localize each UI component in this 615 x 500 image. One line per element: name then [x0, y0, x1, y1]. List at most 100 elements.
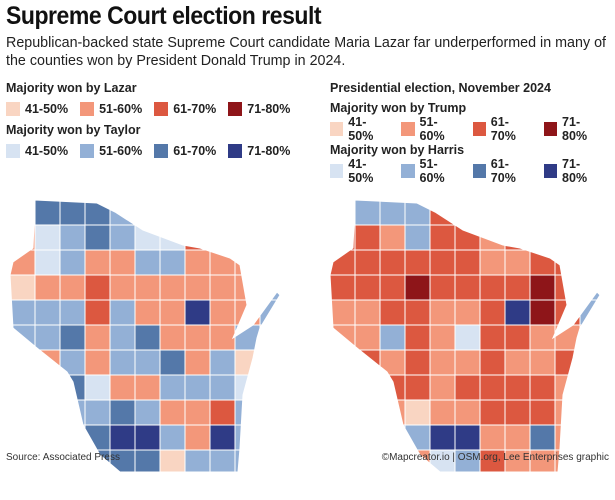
county: [529, 200, 556, 226]
county: [259, 200, 280, 226]
county: [159, 349, 186, 376]
county: [404, 324, 431, 351]
county: [209, 249, 236, 276]
county: [184, 374, 211, 401]
county: [84, 374, 111, 401]
county: [209, 399, 236, 426]
county: [429, 274, 456, 301]
legend-swatch: [472, 164, 486, 178]
legend-heading: Majority won by Lazar: [6, 81, 137, 95]
county: [184, 274, 211, 301]
county: [554, 349, 581, 376]
subtitle: Republican-backed state Supreme Court ca…: [6, 35, 606, 69]
county: [109, 224, 136, 251]
legend-swatch: [154, 144, 169, 158]
county: [159, 449, 186, 472]
county: [529, 374, 556, 401]
county: [429, 249, 456, 276]
credit-note: ©Mapcreator.io | OSM.org, Lee Enterprise…: [381, 452, 609, 463]
source-note: Source: Associated Press: [6, 452, 120, 463]
county: [429, 324, 456, 351]
county: [429, 224, 456, 251]
county: [529, 349, 556, 376]
county: [234, 274, 261, 301]
county: [379, 424, 406, 451]
legend-row: 41-50% 51-60% 61-70% 71-80%: [330, 157, 615, 185]
county: [34, 324, 61, 351]
county: [579, 374, 600, 401]
county: [529, 274, 556, 301]
county: [404, 249, 431, 276]
county: [59, 200, 86, 226]
county: [134, 399, 161, 426]
legend-label: 61-70%: [173, 102, 217, 116]
county: [579, 324, 600, 351]
county: [479, 374, 506, 401]
county: [554, 274, 581, 301]
county: [184, 349, 211, 376]
legend-swatch: [472, 122, 486, 136]
county: [134, 299, 161, 326]
county: [605, 250, 610, 275]
legend-swatch: [80, 102, 95, 116]
county: [209, 274, 236, 301]
state-outline: [9, 199, 281, 473]
county: [134, 424, 161, 451]
county: [134, 324, 161, 351]
county: [529, 299, 556, 326]
county: [84, 399, 111, 426]
county: [554, 224, 581, 251]
county: [59, 249, 86, 276]
county: [429, 349, 456, 376]
county: [529, 224, 556, 251]
legend-swatch: [6, 102, 20, 116]
county: [330, 349, 356, 376]
county: [159, 274, 186, 301]
county: [34, 399, 61, 426]
county: [404, 424, 431, 451]
legend-row: 41-50% 51-60% 61-70% 71-80%: [6, 98, 302, 120]
county: [209, 200, 236, 226]
county: [554, 399, 581, 426]
county: [579, 399, 600, 426]
county: [354, 224, 381, 251]
county: [34, 249, 61, 276]
county: [404, 374, 431, 401]
county: [259, 349, 280, 376]
legend-swatch: [330, 164, 344, 178]
county: [454, 274, 481, 301]
legend-label: 71-80%: [562, 115, 588, 143]
legend-heading: Majority won by Harris: [330, 143, 465, 157]
county: [259, 399, 280, 426]
legend-label: 61-70%: [490, 115, 516, 143]
legend-swatch: [228, 144, 243, 158]
county: [159, 299, 186, 326]
legend-label: 51-60%: [419, 157, 445, 185]
county: [109, 374, 136, 401]
county: [134, 200, 161, 226]
county: [579, 224, 600, 251]
county: [34, 200, 61, 226]
county: [209, 374, 236, 401]
county: [184, 424, 211, 451]
presidential-county-map: [329, 199, 610, 473]
county: [259, 324, 280, 351]
county: [479, 299, 506, 326]
county: [59, 224, 86, 251]
county: [10, 349, 36, 376]
county: [354, 200, 381, 226]
county: [579, 274, 600, 301]
legend-label: 51-60%: [419, 115, 445, 143]
county: [59, 374, 86, 401]
county: [10, 299, 36, 326]
county: [109, 424, 136, 451]
county: [184, 249, 211, 276]
county: [10, 200, 36, 226]
legend-label: 41-50%: [348, 115, 374, 143]
county: [454, 224, 481, 251]
county: [354, 249, 381, 276]
county: [404, 224, 431, 251]
county: [34, 224, 61, 251]
county: [379, 374, 406, 401]
county: [34, 299, 61, 326]
